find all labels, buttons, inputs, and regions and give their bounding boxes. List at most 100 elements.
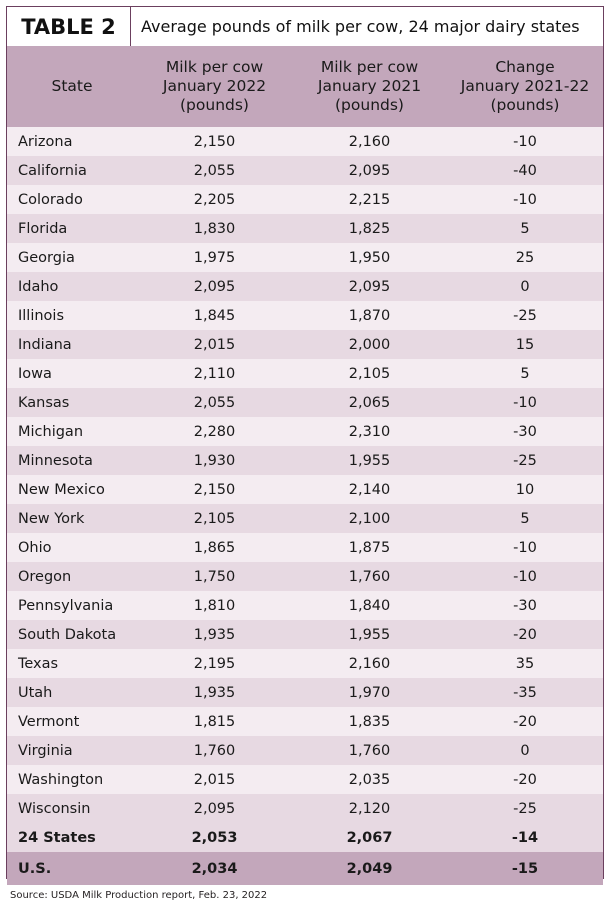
cell-change: 5 <box>447 359 603 388</box>
cell-milk-2021: 2,100 <box>292 504 447 533</box>
cell-change: -30 <box>447 591 603 620</box>
milk-per-cow-table: State Milk per cow January 2022 (pounds)… <box>7 46 603 885</box>
cell-state: Idaho <box>7 272 137 301</box>
cell-milk-2022: 1,810 <box>137 591 292 620</box>
header-line: Milk per cow <box>165 58 264 76</box>
cell-milk-2021: 1,760 <box>292 736 447 765</box>
cell-milk-2022: 1,760 <box>137 736 292 765</box>
cell-milk-2021: 1,835 <box>292 707 447 736</box>
cell-change: -25 <box>447 794 603 823</box>
table-row: Arizona 2,150 2,160 -10 <box>7 127 603 156</box>
cell-state: California <box>7 156 137 185</box>
cell-milk-2022: 2,053 <box>137 823 292 852</box>
cell-change: -10 <box>447 562 603 591</box>
cell-milk-2022: 1,865 <box>137 533 292 562</box>
cell-change: -40 <box>447 156 603 185</box>
cell-milk-2022: 1,935 <box>137 620 292 649</box>
cell-state: Wisconsin <box>7 794 137 823</box>
header-line: Change <box>495 58 555 76</box>
cell-state: Indiana <box>7 330 137 359</box>
cell-state: Colorado <box>7 185 137 214</box>
cell-milk-2022: 2,280 <box>137 417 292 446</box>
cell-milk-2021: 2,160 <box>292 127 447 156</box>
cell-change: 10 <box>447 475 603 504</box>
cell-state: Washington <box>7 765 137 794</box>
table-frame: TABLE 2 Average pounds of milk per cow, … <box>6 6 604 885</box>
cell-state: Ohio <box>7 533 137 562</box>
cell-change: -14 <box>447 823 603 852</box>
table-row: Oregon 1,750 1,760 -10 <box>7 562 603 591</box>
cell-state: Illinois <box>7 301 137 330</box>
cell-milk-2021: 2,095 <box>292 156 447 185</box>
header-line: State <box>51 77 93 95</box>
cell-milk-2021: 1,875 <box>292 533 447 562</box>
cell-milk-2021: 2,065 <box>292 388 447 417</box>
table-row: California 2,055 2,095 -40 <box>7 156 603 185</box>
cell-change: -20 <box>447 620 603 649</box>
table-row: Colorado 2,205 2,215 -10 <box>7 185 603 214</box>
cell-change: -20 <box>447 707 603 736</box>
cell-milk-2022: 1,975 <box>137 243 292 272</box>
header-row: State Milk per cow January 2022 (pounds)… <box>7 46 603 127</box>
header-milk-2021: Milk per cow January 2021 (pounds) <box>292 46 447 127</box>
table-row: Florida 1,830 1,825 5 <box>7 214 603 243</box>
cell-milk-2022: 1,830 <box>137 214 292 243</box>
cell-milk-2022: 2,095 <box>137 272 292 301</box>
table-row: Idaho 2,095 2,095 0 <box>7 272 603 301</box>
table-row: Texas 2,195 2,160 35 <box>7 649 603 678</box>
cell-change: -10 <box>447 388 603 417</box>
cell-state: Florida <box>7 214 137 243</box>
cell-milk-2021: 1,825 <box>292 214 447 243</box>
cell-change: -15 <box>447 852 603 885</box>
cell-state: Minnesota <box>7 446 137 475</box>
cell-milk-2022: 2,205 <box>137 185 292 214</box>
cell-milk-2021: 2,215 <box>292 185 447 214</box>
cell-milk-2022: 2,195 <box>137 649 292 678</box>
table-row: Wisconsin 2,095 2,120 -25 <box>7 794 603 823</box>
cell-milk-2021: 2,310 <box>292 417 447 446</box>
cell-state: Arizona <box>7 127 137 156</box>
header-line: (pounds) <box>335 96 404 114</box>
cell-state: South Dakota <box>7 620 137 649</box>
cell-milk-2021: 2,160 <box>292 649 447 678</box>
cell-state: U.S. <box>7 852 137 885</box>
table-row: South Dakota 1,935 1,955 -20 <box>7 620 603 649</box>
cell-milk-2022: 2,015 <box>137 330 292 359</box>
cell-state: New Mexico <box>7 475 137 504</box>
table-row: Vermont 1,815 1,835 -20 <box>7 707 603 736</box>
cell-milk-2021: 1,950 <box>292 243 447 272</box>
cell-state: Kansas <box>7 388 137 417</box>
cell-milk-2022: 1,815 <box>137 707 292 736</box>
total-row-24-states: 24 States 2,053 2,067 -14 <box>7 823 603 852</box>
cell-milk-2022: 2,055 <box>137 388 292 417</box>
cell-milk-2021: 2,035 <box>292 765 447 794</box>
table-title: Average pounds of milk per cow, 24 major… <box>141 17 580 36</box>
cell-milk-2022: 2,150 <box>137 127 292 156</box>
cell-state: Vermont <box>7 707 137 736</box>
cell-state: New York <box>7 504 137 533</box>
header-change: Change January 2021-22 (pounds) <box>447 46 603 127</box>
source-note: Source: USDA Milk Production report, Feb… <box>10 890 268 901</box>
cell-milk-2022: 1,935 <box>137 678 292 707</box>
cell-change: -25 <box>447 446 603 475</box>
cell-change: -10 <box>447 533 603 562</box>
cell-change: 0 <box>447 736 603 765</box>
cell-state: Georgia <box>7 243 137 272</box>
cell-change: -35 <box>447 678 603 707</box>
cell-milk-2022: 2,015 <box>137 765 292 794</box>
cell-milk-2021: 1,760 <box>292 562 447 591</box>
cell-milk-2022: 2,150 <box>137 475 292 504</box>
cell-state: Iowa <box>7 359 137 388</box>
cell-change: 5 <box>447 504 603 533</box>
table-row: Michigan 2,280 2,310 -30 <box>7 417 603 446</box>
table-row: Iowa 2,110 2,105 5 <box>7 359 603 388</box>
cell-change: -30 <box>447 417 603 446</box>
cell-milk-2021: 2,120 <box>292 794 447 823</box>
table-row: Virginia 1,760 1,760 0 <box>7 736 603 765</box>
cell-change: -10 <box>447 185 603 214</box>
cell-milk-2022: 2,055 <box>137 156 292 185</box>
cell-state: Virginia <box>7 736 137 765</box>
header-line: (pounds) <box>490 96 560 114</box>
cell-milk-2022: 1,750 <box>137 562 292 591</box>
table-row: Indiana 2,015 2,000 15 <box>7 330 603 359</box>
